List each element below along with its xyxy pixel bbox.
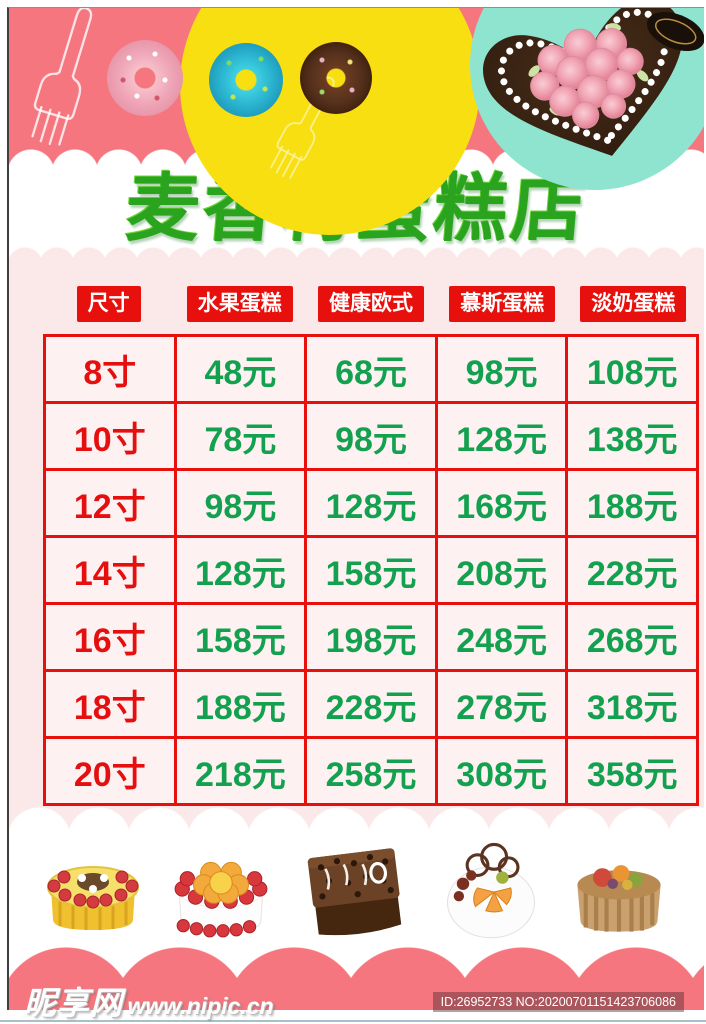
image-id-bar: ID:26952733 NO:20200701151423706086	[432, 992, 684, 1012]
price-cell: 198元	[307, 605, 435, 669]
price-cell: 158元	[176, 605, 305, 669]
bottom-pink-band	[9, 978, 704, 1010]
price-cell: 98元	[437, 337, 566, 401]
column-header-light-cream-cake: 淡奶蛋糕	[580, 286, 687, 322]
price-cell: 218元	[176, 739, 305, 803]
size-cell: 16寸	[46, 605, 174, 669]
price-cell: 358元	[568, 739, 696, 803]
fruit-topped-cake-photo	[47, 866, 139, 930]
blue-donut-icon	[209, 43, 283, 117]
price-cell: 158元	[307, 538, 435, 602]
fork-outline-icon	[31, 8, 93, 146]
price-cell: 278元	[437, 672, 566, 736]
bottom-divider-line	[0, 1020, 706, 1022]
price-cell: 188元	[568, 471, 696, 535]
price-cell: 98元	[307, 404, 435, 468]
price-cell: 128元	[307, 471, 435, 535]
price-cell: 228元	[307, 672, 435, 736]
price-cell: 48元	[176, 337, 305, 401]
size-cell: 8寸	[46, 337, 174, 401]
price-table: 8寸 48元 68元 98元 108元 10寸 78元 98元 128元 138…	[43, 334, 699, 806]
chocolate-donut-icon	[300, 42, 372, 114]
strawberry-cream-cake-photo	[174, 861, 268, 938]
price-cell: 98元	[176, 471, 305, 535]
price-cell: 248元	[437, 605, 566, 669]
size-cell: 14寸	[46, 538, 174, 602]
size-cell: 18寸	[46, 672, 174, 736]
column-header-healthy-european: 健康欧式	[317, 286, 424, 322]
price-cell: 128元	[176, 538, 305, 602]
nipic-url-text: www.nipic.cn	[127, 993, 274, 1019]
price-cell: 188元	[176, 672, 305, 736]
price-cell: 208元	[437, 538, 566, 602]
price-cell: 168元	[437, 471, 566, 535]
fruit-cream-cake-photo	[446, 842, 535, 939]
nipic-watermark: 昵享网 www.nipic.cn	[24, 978, 274, 1024]
hero-banner	[9, 8, 704, 235]
size-cell: 20寸	[46, 739, 174, 803]
scallop-edge	[9, 806, 704, 838]
heart-rose-cake-photo	[483, 8, 704, 156]
price-cell: 108元	[568, 337, 696, 401]
pink-donut-icon	[107, 40, 183, 116]
caramel-basket-cake-photo	[577, 837, 662, 932]
price-cell: 228元	[568, 538, 696, 602]
price-panel: 尺寸 水果蛋糕 健康欧式 慕斯蛋糕 淡奶蛋糕 8寸 48元 68元 98元 10…	[9, 264, 704, 806]
price-cell: 308元	[437, 739, 566, 803]
size-cell: 10寸	[46, 404, 174, 468]
nipic-logo-text: 昵享网	[24, 985, 124, 1021]
price-cell: 258元	[307, 739, 435, 803]
scallop-edge	[9, 246, 704, 264]
column-header-mousse-cake: 慕斯蛋糕	[449, 286, 556, 322]
size-cell: 12寸	[46, 471, 174, 535]
poster-content: 麦香村蛋糕店 尺寸 水果蛋糕 健康欧式 慕斯蛋糕 淡奶蛋糕 8寸 48元 68元…	[7, 7, 704, 1010]
chocolate-square-cake-photo	[307, 848, 401, 936]
column-header-fruit-cake: 水果蛋糕	[186, 286, 293, 322]
price-cell: 268元	[568, 605, 696, 669]
price-cell: 318元	[568, 672, 696, 736]
column-header-size: 尺寸	[76, 286, 141, 322]
table-header-row: 尺寸 水果蛋糕 健康欧式 慕斯蛋糕 淡奶蛋糕	[43, 286, 699, 322]
price-cell: 78元	[176, 404, 305, 468]
price-cell: 128元	[437, 404, 566, 468]
price-cell: 68元	[307, 337, 435, 401]
price-cell: 138元	[568, 404, 696, 468]
cake-photos-row	[9, 837, 704, 942]
wave-edge	[9, 942, 704, 978]
